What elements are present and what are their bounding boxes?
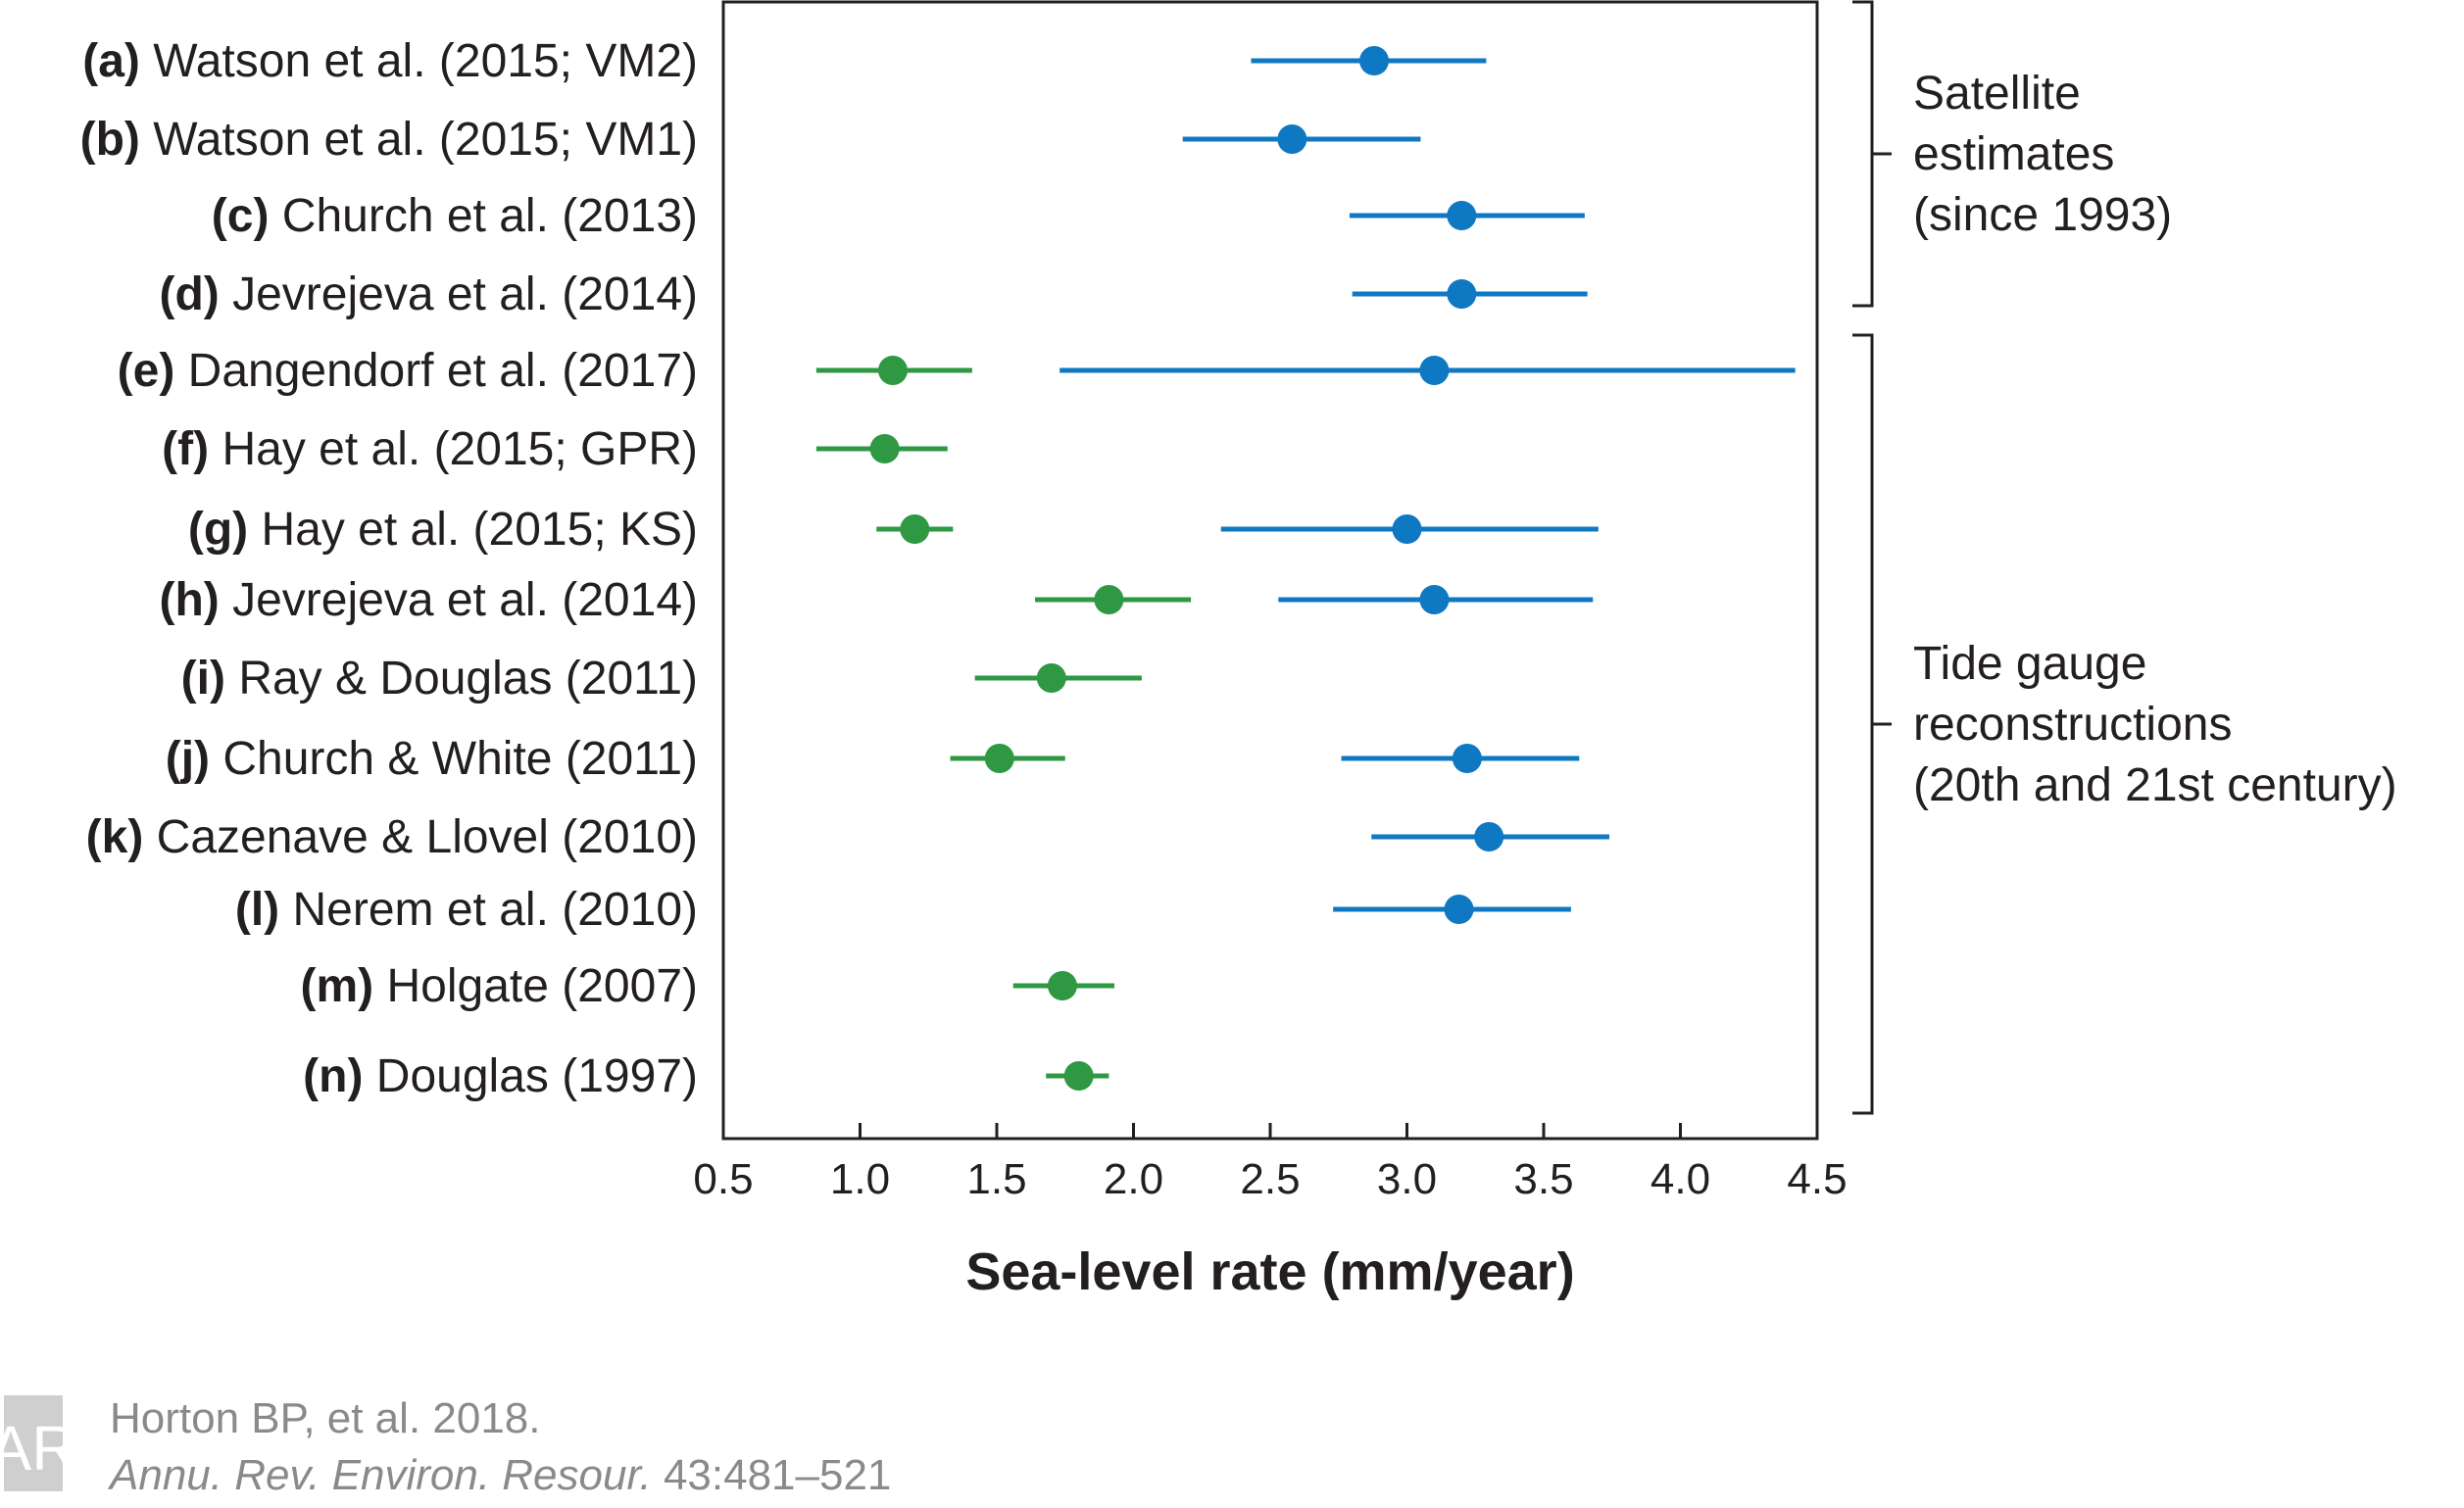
- group-brackets: Satellite estimates (since 1993) Tide gauge…: [1852, 0, 2397, 1115]
- row-letter: (i): [181, 653, 239, 705]
- row-letter: (c): [212, 190, 282, 242]
- row-study-name: Ray & Douglas (2011): [238, 653, 698, 705]
- data-point: [869, 434, 900, 463]
- group-label-line: Tide gauge: [1913, 638, 2146, 690]
- plot-frame: [721, 0, 1819, 1141]
- row-letter: (m): [300, 960, 386, 1012]
- row-study-name: Jevrejeva et al. (2014): [232, 268, 698, 320]
- data-point: [1474, 822, 1504, 851]
- row-study-name: Cazenave & Llovel (2010): [157, 811, 698, 863]
- row-study-name: Watson et al. (2015; VM1): [153, 114, 698, 166]
- row-label: (g) Hay et al. (2015; KS): [188, 504, 698, 556]
- publisher-logo: [4, 1395, 63, 1491]
- data-point: [1419, 585, 1450, 614]
- group-label-line: reconstructions: [1913, 699, 2232, 751]
- row-study-name: Church & White (2011): [222, 733, 698, 785]
- x-tick-label: 2.5: [1240, 1155, 1300, 1203]
- row-letter: (f): [162, 423, 222, 475]
- data-point: [877, 356, 908, 385]
- row-letter: (g): [188, 504, 262, 556]
- data-marks: [815, 46, 1796, 1091]
- group-bracket: [1852, 333, 1892, 1115]
- x-tick-label: 4.0: [1651, 1155, 1710, 1203]
- credit-line-2: Annu. Rev. Environ. Resour. 43:481–521: [107, 1451, 891, 1499]
- row-label: (j) Church & White (2011): [166, 733, 698, 785]
- credit-line-1: Horton BP, et al. 2018.: [110, 1394, 540, 1442]
- row-study-name: Jevrejeva et al. (2014): [232, 574, 698, 626]
- data-point: [900, 514, 930, 544]
- data-point: [984, 744, 1014, 773]
- x-tick-label: 0.5: [693, 1155, 753, 1203]
- row-label: (i) Ray & Douglas (2011): [181, 653, 698, 705]
- data-point: [1419, 356, 1450, 385]
- group-label-line: (20th and 21st century): [1913, 759, 2397, 811]
- row-letter: (n): [303, 1050, 376, 1102]
- row-labels: (a) Watson et al. (2015; VM2) (b) Watson …: [80, 35, 698, 1102]
- row-letter: (e): [118, 345, 188, 397]
- publisher-logo-text: AR: [0, 1413, 76, 1484]
- row-letter: (b): [80, 114, 154, 166]
- row-study-name: Hay et al. (2015; KS): [261, 504, 698, 556]
- row-study-name: Douglas (1997): [376, 1050, 698, 1102]
- row-study-name: Holgate (2007): [386, 960, 698, 1012]
- group-label-line: (since 1993): [1913, 189, 2172, 241]
- x-tick-label: 4.5: [1787, 1155, 1847, 1203]
- x-tick-label: 1.0: [830, 1155, 890, 1203]
- row-label: (a) Watson et al. (2015; VM2): [82, 35, 698, 87]
- row-study-name: Church et al. (2013): [282, 190, 698, 242]
- data-point: [1444, 895, 1474, 924]
- row-study-name: Hay et al. (2015; GPR): [222, 423, 698, 475]
- data-point: [1447, 201, 1477, 230]
- group-label-line: Satellite: [1913, 68, 2081, 120]
- data-point: [1036, 663, 1066, 693]
- data-point: [1094, 585, 1124, 614]
- data-point: [1359, 46, 1390, 75]
- data-point: [1392, 514, 1422, 544]
- row-study-name: Watson et al. (2015; VM2): [153, 35, 698, 87]
- data-point: [1447, 279, 1477, 309]
- data-point: [1452, 744, 1482, 773]
- x-tick-label: 3.5: [1513, 1155, 1573, 1203]
- row-label: (h) Jevrejeva et al. (2014): [159, 574, 698, 626]
- credit-block: AR Horton BP, et al. 2018. Annu. Rev. En…: [0, 1394, 891, 1499]
- data-point: [1063, 1061, 1094, 1091]
- row-label: (m) Holgate (2007): [300, 960, 698, 1012]
- row-label: (f) Hay et al. (2015; GPR): [162, 423, 698, 475]
- row-label: (d) Jevrejeva et al. (2014): [159, 268, 698, 320]
- row-letter: (h): [159, 574, 232, 626]
- credit-journal: Annu. Rev. Environ. Resour.: [107, 1451, 652, 1499]
- data-point: [1277, 124, 1307, 154]
- row-label: (k) Cazenave & Llovel (2010): [86, 811, 698, 863]
- x-axis-ticks: 0.5 1.0 1.5 2.0 2.5 3.0 3.5 4.0 4.5: [693, 1123, 1848, 1203]
- data-point: [1047, 971, 1077, 1000]
- x-tick-label: 3.0: [1377, 1155, 1437, 1203]
- row-letter: (j): [166, 733, 223, 785]
- row-study-name: Dangendorf et al. (2017): [188, 345, 698, 397]
- x-tick-label: 1.5: [966, 1155, 1026, 1203]
- row-label: (n) Douglas (1997): [303, 1050, 698, 1102]
- row-letter: (a): [82, 35, 153, 87]
- group-label-line: estimates: [1913, 128, 2114, 180]
- credit-volume: 43:481–521: [652, 1451, 892, 1499]
- x-axis-title: Sea-level rate (mm/year): [965, 1242, 1574, 1301]
- row-label: (e) Dangendorf et al. (2017): [118, 345, 698, 397]
- x-tick-label: 2.0: [1104, 1155, 1163, 1203]
- row-letter: (d): [159, 268, 232, 320]
- row-study-name: Nerem et al. (2010): [292, 884, 698, 936]
- row-label: (l) Nerem et al. (2010): [235, 884, 698, 936]
- row-letter: (k): [86, 811, 157, 863]
- group-bracket: [1852, 0, 1892, 308]
- row-letter: (l): [235, 884, 293, 936]
- row-label: (b) Watson et al. (2015; VM1): [80, 114, 698, 166]
- row-label: (c) Church et al. (2013): [212, 190, 698, 242]
